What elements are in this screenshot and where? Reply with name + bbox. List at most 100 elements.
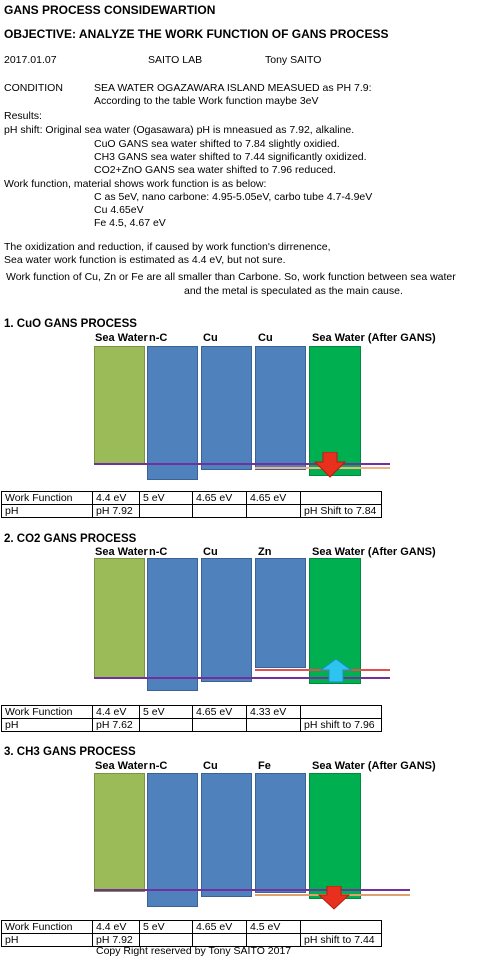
table-row: pH pH 7.92 pH shift to 7.44 bbox=[1, 933, 382, 947]
table-cell: pH 7.62 bbox=[92, 718, 140, 732]
section-1-title: 1. CuO GANS PROCESS bbox=[4, 318, 137, 330]
section-2-header-after-gans: Sea Water (After GANS) bbox=[312, 546, 436, 558]
condition-line-2: According to the table Work function may… bbox=[94, 95, 319, 107]
table-row: Work Function 4.4 eV 5 eV 4.65 eV 4.65 e… bbox=[1, 491, 382, 505]
table-cell: pH bbox=[1, 718, 93, 732]
table-cell: Work Function bbox=[1, 920, 93, 934]
table-cell: 4.65 eV bbox=[192, 491, 247, 505]
section-1-n-c-bar bbox=[147, 346, 198, 480]
section-3-sea-water-bar bbox=[94, 773, 145, 892]
table-cell: pH bbox=[1, 933, 93, 947]
table-cell bbox=[192, 504, 247, 518]
table-cell: pH Shift to 7.84 bbox=[300, 504, 382, 518]
section-3-cu-bar bbox=[201, 773, 252, 897]
condition-line-1: SEA WATER OGAZAWARA ISLAND MEASUED as PH… bbox=[94, 82, 372, 94]
results-ch3: CH3 GANS sea water shifted to 7.44 signi… bbox=[94, 151, 367, 163]
table-cell: 5 eV bbox=[139, 491, 193, 505]
table-row: Work Function 4.4 eV 5 eV 4.65 eV 4.33 e… bbox=[1, 705, 382, 719]
section-1-cu-bar-1 bbox=[201, 346, 252, 470]
wf-copper: Cu 4.65eV bbox=[94, 204, 144, 216]
section-2-table: Work Function 4.4 eV 5 eV 4.65 eV 4.33 e… bbox=[1, 705, 382, 732]
table-cell: pH 7.92 bbox=[92, 504, 140, 518]
table-cell bbox=[300, 920, 382, 934]
wf-intro: Work function, material shows work funct… bbox=[4, 178, 267, 190]
wf-iron: Fe 4.5, 4.67 eV bbox=[94, 217, 166, 229]
section-3-n-c-bar bbox=[147, 773, 198, 907]
down-arrow-icon bbox=[314, 452, 346, 478]
section-2-header-cu: Cu bbox=[203, 546, 218, 558]
section-2-zn-bar bbox=[255, 558, 306, 668]
section-1-sea-water-bar bbox=[94, 346, 145, 464]
section-1-table: Work Function 4.4 eV 5 eV 4.65 eV 4.65 e… bbox=[1, 491, 382, 518]
section-3-after-gans-bar bbox=[309, 773, 361, 899]
section-2-cu-bar bbox=[201, 558, 252, 682]
section-3-table: Work Function 4.4 eV 5 eV 4.65 eV 4.5 eV… bbox=[1, 920, 382, 947]
section-1-level-line-purple bbox=[94, 463, 390, 465]
section-3-header-fe: Fe bbox=[258, 760, 271, 772]
table-cell: 4.33 eV bbox=[246, 705, 301, 719]
results-label: Results: bbox=[4, 110, 42, 122]
table-cell bbox=[139, 718, 193, 732]
results-ph-shift: pH shift: Original sea water (Ogasawara)… bbox=[4, 124, 355, 136]
table-cell: 4.65 eV bbox=[192, 920, 247, 934]
table-cell: 4.4 eV bbox=[92, 705, 140, 719]
section-3-header-cu: Cu bbox=[203, 760, 218, 772]
author-name: Tony SAITO bbox=[265, 54, 322, 66]
table-cell: 5 eV bbox=[139, 705, 193, 719]
down-arrow-icon bbox=[318, 886, 350, 910]
discussion-line-1: The oxidization and reduction, if caused… bbox=[4, 241, 331, 253]
section-1-header-sea-water: Sea Water bbox=[95, 332, 148, 344]
section-2-title: 2. CO2 GANS PROCESS bbox=[4, 533, 137, 545]
table-cell: 4.65 eV bbox=[192, 705, 247, 719]
section-3-fe-bar bbox=[255, 773, 306, 893]
objective-text: OBJECTIVE: ANALYZE THE WORK FUNCTION OF … bbox=[4, 27, 389, 41]
section-3-header-n-c: n-C bbox=[149, 760, 168, 772]
section-3-header-after-gans: Sea Water (After GANS) bbox=[312, 760, 436, 772]
table-cell: 4.4 eV bbox=[92, 491, 140, 505]
section-3-title: 3. CH3 GANS PROCESS bbox=[4, 746, 136, 758]
table-cell: Work Function bbox=[1, 491, 93, 505]
table-cell bbox=[246, 718, 301, 732]
table-cell: 4.4 eV bbox=[92, 920, 140, 934]
section-2-n-c-bar bbox=[147, 558, 198, 691]
discussion-line-3: Work function of Cu, Zn or Fe are all sm… bbox=[6, 271, 456, 283]
document-title: GANS PROCESS CONSIDEWARTION bbox=[4, 3, 216, 17]
section-2-sea-water-bar bbox=[94, 558, 145, 678]
section-3-level-line-purple bbox=[94, 889, 410, 891]
condition-label: CONDITION bbox=[4, 82, 63, 94]
section-1-header-cu-1: Cu bbox=[203, 332, 218, 344]
section-1-cu-bar-2 bbox=[255, 346, 306, 470]
table-cell bbox=[300, 705, 382, 719]
table-row: pH pH 7.62 pH shift to 7.96 bbox=[1, 718, 382, 732]
table-cell: 5 eV bbox=[139, 920, 193, 934]
table-cell: 4.65 eV bbox=[246, 491, 301, 505]
table-cell bbox=[192, 718, 247, 732]
discussion-line-2: Sea water work function is estimated as … bbox=[4, 254, 286, 266]
section-1-header-n-c: n-C bbox=[149, 332, 168, 344]
section-2-header-zn: Zn bbox=[258, 546, 272, 558]
results-cuo: CuO GANS sea water shifted to 7.84 sligh… bbox=[94, 138, 340, 150]
section-2-level-line-purple bbox=[94, 677, 390, 679]
table-cell bbox=[246, 504, 301, 518]
section-2-header-n-c: n-C bbox=[149, 546, 168, 558]
table-cell bbox=[300, 491, 382, 505]
up-arrow-icon bbox=[320, 659, 352, 683]
table-cell bbox=[139, 504, 193, 518]
section-3-header-sea-water: Sea Water bbox=[95, 760, 148, 772]
section-1-header-cu-2: Cu bbox=[258, 332, 273, 344]
results-co2: CO2+ZnO GANS sea water shifted to 7.96 r… bbox=[94, 164, 336, 176]
table-row: Work Function 4.4 eV 5 eV 4.65 eV 4.5 eV bbox=[1, 920, 382, 934]
table-row: pH pH 7.92 pH Shift to 7.84 bbox=[1, 504, 382, 518]
table-cell: pH bbox=[1, 504, 93, 518]
section-1-header-after-gans: Sea Water (After GANS) bbox=[312, 332, 436, 344]
table-cell: pH shift to 7.44 bbox=[300, 933, 382, 947]
table-cell: Work Function bbox=[1, 705, 93, 719]
lab-name: SAITO LAB bbox=[148, 54, 203, 66]
wf-carbon: C as 5eV, nano carbone: 4.95-5.05eV, car… bbox=[94, 191, 373, 203]
copyright-footer: Copy Right reserved by Tony SAITO 2017 bbox=[96, 945, 292, 957]
discussion-line-4: and the metal is speculated as the main … bbox=[184, 285, 403, 297]
table-cell: 4.5 eV bbox=[246, 920, 301, 934]
section-2-header-sea-water: Sea Water bbox=[95, 546, 148, 558]
date-text: 2017.01.07 bbox=[4, 54, 57, 66]
table-cell: pH shift to 7.96 bbox=[300, 718, 382, 732]
